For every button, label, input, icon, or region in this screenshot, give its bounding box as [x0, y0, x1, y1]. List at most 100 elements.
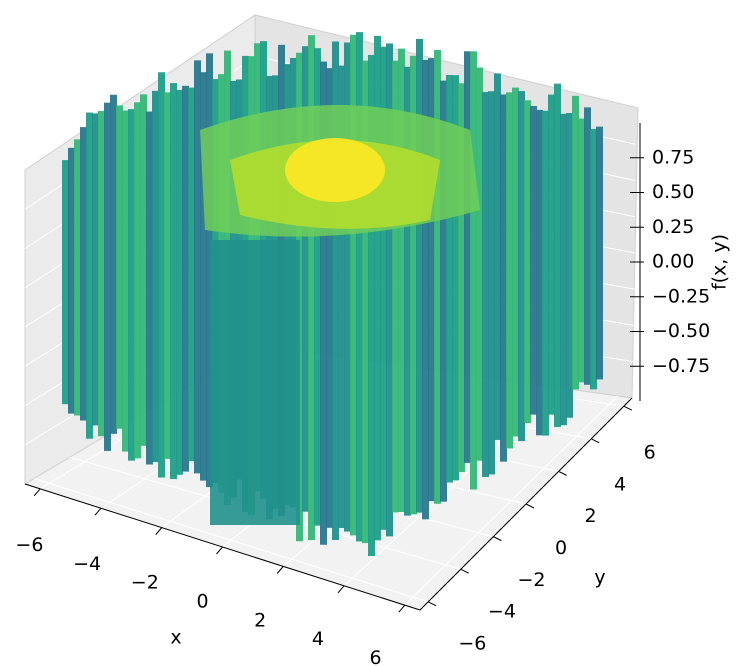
surface-strip — [80, 127, 87, 421]
x-tick-label: 2 — [254, 609, 266, 631]
surface — [62, 32, 603, 556]
surface-strip — [332, 41, 339, 541]
surface-strip — [98, 110, 105, 437]
surface-strip — [338, 65, 345, 528]
surface-strip — [380, 47, 387, 530]
x-tick — [216, 546, 223, 555]
surface-strip — [470, 51, 477, 490]
surface-strip — [200, 72, 207, 481]
x-tick-label: −6 — [15, 534, 43, 556]
surface-strip — [410, 55, 417, 515]
x-axis-label: x — [170, 627, 181, 649]
surface-strip — [182, 85, 189, 472]
y-tick — [525, 503, 535, 509]
y-tick-label: −6 — [458, 633, 486, 655]
surface-strip — [158, 72, 165, 478]
surface-strip — [350, 34, 357, 536]
surface-strip — [110, 94, 117, 434]
surface-strip — [116, 105, 123, 429]
surface-strip — [542, 110, 549, 436]
surface-strip — [164, 92, 171, 459]
surface-strip — [488, 91, 495, 475]
x-tick-label: 0 — [196, 591, 208, 613]
surface-strip — [482, 92, 489, 477]
y-tick-label: 6 — [644, 441, 656, 463]
surface-strip — [434, 50, 441, 504]
surface-strip — [122, 110, 129, 452]
surface-strip — [398, 48, 405, 512]
x-tick-label: −4 — [73, 553, 101, 575]
surface-strip — [374, 35, 381, 541]
surface-strip — [302, 46, 309, 512]
x-tick — [33, 488, 41, 497]
z-tick-label: 0.50 — [652, 181, 694, 203]
surface-strip — [86, 112, 93, 439]
surface-strip — [506, 92, 513, 449]
surface-strip — [104, 102, 111, 451]
y-tick — [591, 438, 600, 444]
z-tick-label: −0.50 — [652, 320, 710, 342]
surface-strip — [194, 60, 201, 474]
surface-strip — [68, 147, 75, 414]
surface-strip — [74, 139, 81, 416]
y-tick-label: 0 — [555, 537, 567, 559]
x-tick-label: 6 — [370, 647, 382, 666]
y-tick — [493, 536, 502, 542]
x-tick — [155, 527, 163, 535]
surface-strip — [500, 94, 507, 462]
surface-strip — [326, 68, 333, 528]
surface-strip — [518, 91, 525, 442]
x-tick-label: 4 — [312, 628, 324, 650]
surface-strip — [368, 54, 375, 556]
surface-strip — [152, 90, 159, 463]
surface-strip — [548, 94, 555, 415]
z-tick-label: 0.00 — [652, 251, 694, 273]
y-tick-label: −2 — [517, 569, 545, 591]
surface-strip — [62, 160, 69, 405]
surface-strip — [596, 126, 603, 380]
surface-strip — [560, 113, 567, 426]
surface-strip — [170, 83, 177, 480]
surface-strip — [314, 48, 321, 526]
surface-strip — [440, 80, 447, 502]
surface-strip — [524, 100, 531, 424]
surface-strip — [458, 83, 465, 473]
surface-front — [210, 240, 300, 525]
surface-strip — [512, 87, 519, 437]
z-tick-label: −0.75 — [652, 355, 710, 377]
y-tick-label: −4 — [488, 601, 516, 623]
axes: −6−4−20246−6−4−20246−0.75−0.50−0.250.000… — [15, 123, 710, 666]
grid-line — [33, 478, 429, 603]
surface-strip — [356, 32, 363, 542]
surface-strip — [128, 109, 135, 461]
surface-strip — [590, 128, 597, 390]
y-tick — [427, 601, 437, 607]
surface-strip — [554, 83, 561, 428]
y-tick — [623, 405, 633, 411]
z-tick-label: 0.25 — [652, 216, 694, 238]
surface-strip — [584, 107, 591, 385]
surface-strip — [134, 102, 141, 459]
surface-strip — [422, 59, 429, 520]
surface-strip — [362, 60, 369, 544]
surface-strip — [578, 118, 585, 383]
surface-peak — [285, 138, 385, 202]
surface-strip — [416, 38, 423, 513]
surface-strip — [206, 53, 213, 488]
z-tick-label: −0.25 — [652, 285, 710, 307]
y-tick — [460, 568, 469, 574]
surface-strip — [176, 90, 183, 475]
surface-strip — [572, 95, 579, 390]
surface-strip — [404, 66, 411, 516]
z-axis-label: f(x, y) — [709, 234, 731, 290]
surface-strip — [188, 87, 195, 462]
surface-strip — [92, 113, 99, 426]
surface-strip — [530, 105, 537, 415]
surface-strip — [476, 67, 483, 461]
y-tick-label: 4 — [614, 473, 626, 495]
x-tick — [337, 585, 345, 594]
x-tick-label: −2 — [131, 572, 159, 594]
surface-strip — [392, 60, 399, 513]
y-tick — [558, 470, 567, 476]
surface-strip — [140, 94, 147, 446]
